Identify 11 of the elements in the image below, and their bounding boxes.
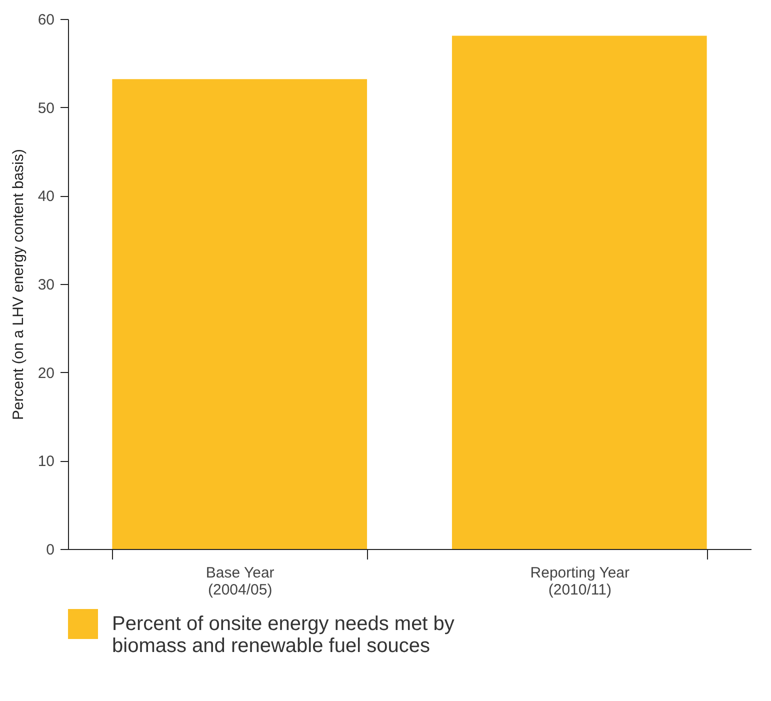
x-tick-label: Base Year (2004/05) [206, 564, 274, 598]
legend-label: Percent of onsite energy needs met by biomass and renewable fuel souces [112, 613, 454, 657]
y-tick-label: 60 [38, 12, 54, 28]
y-axis-title: Percent (on a LHV energy content basis) [10, 149, 27, 420]
y-tick-label: 30 [38, 276, 54, 294]
y-tick-label: 20 [38, 364, 54, 382]
y-tick-label: 50 [38, 100, 54, 117]
y-tick-label: 10 [38, 453, 54, 470]
x-tick-label: Reporting Year (2010/11) [530, 564, 630, 598]
y-tick-label: 40 [38, 188, 54, 206]
y-tick-label: 0 [46, 542, 54, 558]
